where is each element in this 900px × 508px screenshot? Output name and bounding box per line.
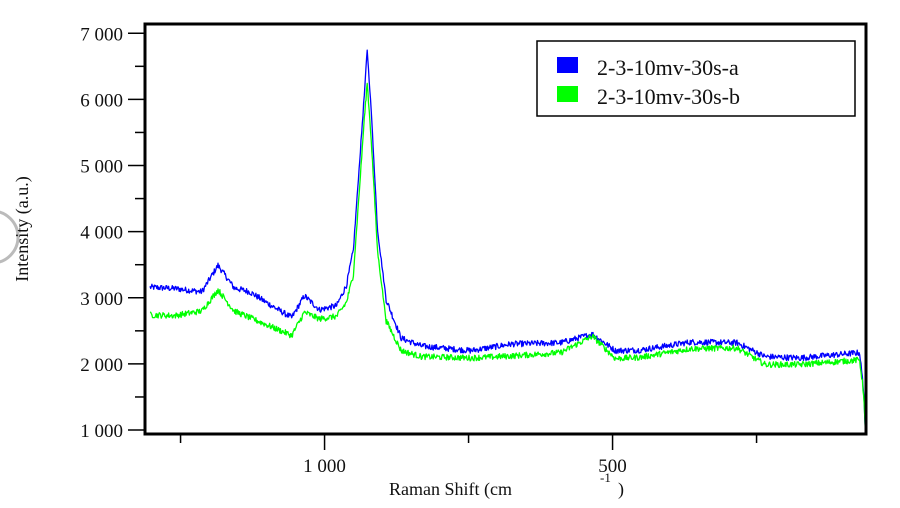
x-axis-title: Raman Shift (cm	[389, 479, 512, 500]
x-axis: 1 000 500	[179, 435, 758, 477]
y-tick-label: 1 000	[80, 421, 123, 442]
y-axis-title: Intensity (a.u.)	[12, 176, 33, 281]
series-layer	[149, 49, 867, 433]
y-tick-label: 3 000	[80, 289, 123, 310]
series-line-a	[149, 49, 867, 431]
legend-box	[536, 40, 856, 117]
y-tick-label: 5 000	[80, 157, 123, 178]
y-tick-label: 6 000	[80, 90, 123, 111]
x-tick-label: 500	[598, 456, 627, 477]
y-tick-label: 2 000	[80, 355, 123, 376]
plot-frame	[143, 22, 868, 436]
x-tick-label: 1 000	[303, 456, 346, 477]
legend-swatch-b	[557, 86, 578, 102]
series-line-b	[149, 82, 867, 433]
y-tick-label: 7 000	[80, 24, 123, 45]
x-axis-title-suffix: )	[618, 479, 624, 500]
legend: 2-3-10mv-30s-a 2-3-10mv-30s-b	[536, 40, 856, 117]
legend-label-b: 2-3-10mv-30s-b	[597, 84, 740, 109]
circle-artifact	[0, 210, 20, 264]
legend-swatch-a	[557, 57, 578, 73]
x-axis-title-superscript: -1	[600, 470, 611, 485]
y-tick-label: 4 000	[80, 223, 123, 244]
legend-label-a: 2-3-10mv-30s-a	[597, 55, 739, 80]
y-axis: 1 000 2 000 3 000 4 000 5 000 6 000 7 000	[80, 24, 145, 442]
